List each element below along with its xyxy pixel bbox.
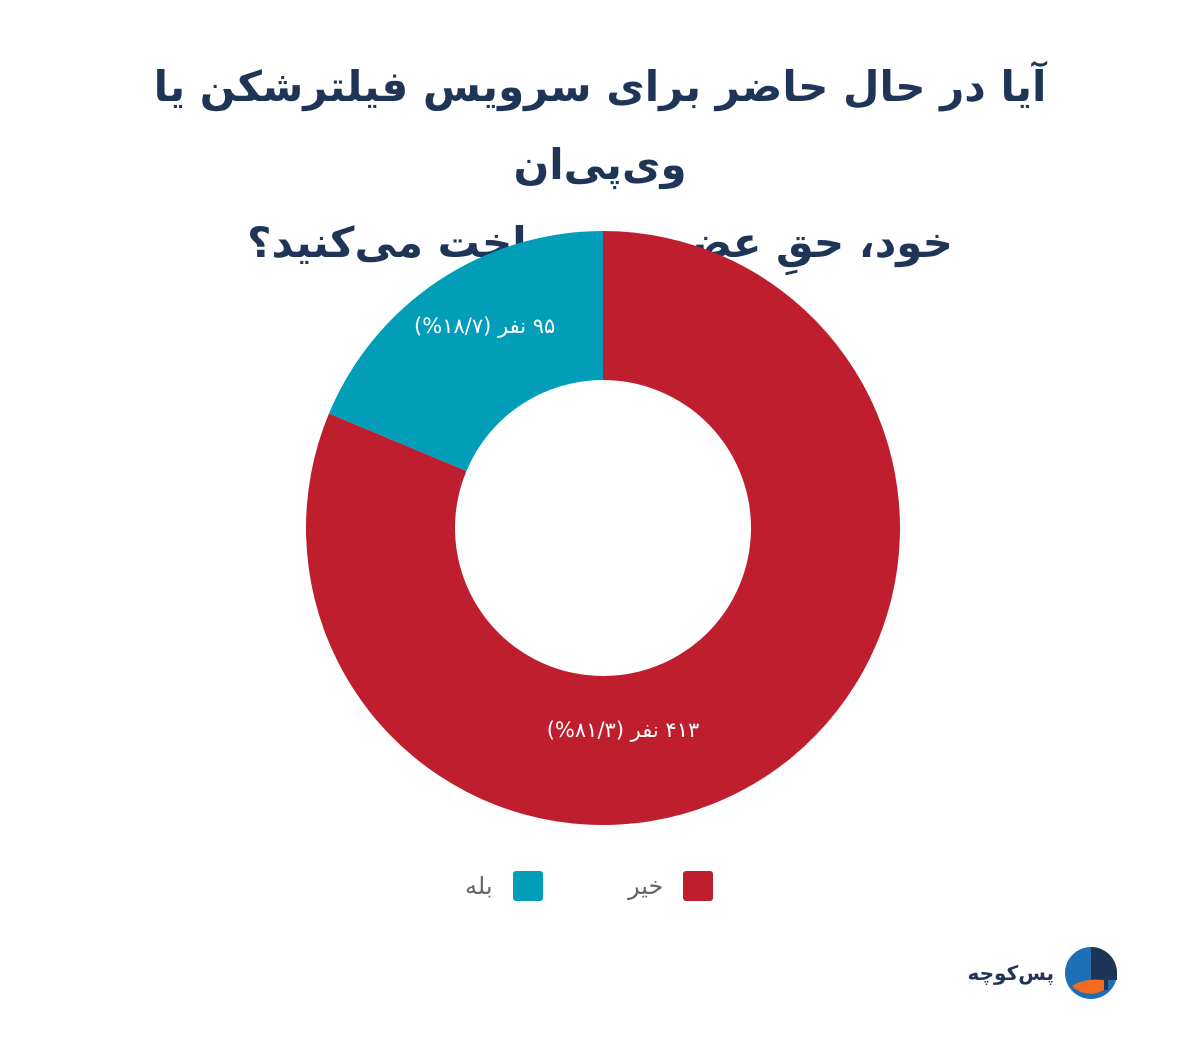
- chart-legend: خیر بله: [0, 868, 1200, 904]
- legend-label-yes: بله: [465, 872, 493, 900]
- donut-slices: [305, 230, 900, 825]
- chart-title: آیا در حال حاضر برای سرویس فیلترشکن یا و…: [100, 48, 1100, 282]
- slice-labels: ۴۱۳ نفر (۸۱/۳%) ۹۵ نفر (۱۸/۷%): [414, 314, 699, 742]
- legend-swatch-yes: [512, 871, 543, 901]
- legend-label-no: خیر: [628, 872, 664, 900]
- brand-logo: پس‌کوچه: [968, 946, 1119, 1000]
- legend-swatch-no: [683, 871, 714, 901]
- slice-label-0: ۴۱۳ نفر (۸۱/۳%): [547, 718, 700, 742]
- donut-slice-0: [305, 231, 900, 825]
- donut-slice-1: [328, 230, 603, 471]
- legend-item-no: خیر: [628, 868, 714, 904]
- legend-item-yes: بله: [465, 868, 543, 904]
- chart-title-line-1: آیا در حال حاضر برای سرویس فیلترشکن یا و…: [153, 62, 1047, 189]
- paskoocheh-logo-icon: [1065, 947, 1117, 999]
- slice-label-1: ۹۵ نفر (۱۸/۷%): [414, 314, 555, 338]
- brand-name: پس‌کوچه: [967, 961, 1055, 985]
